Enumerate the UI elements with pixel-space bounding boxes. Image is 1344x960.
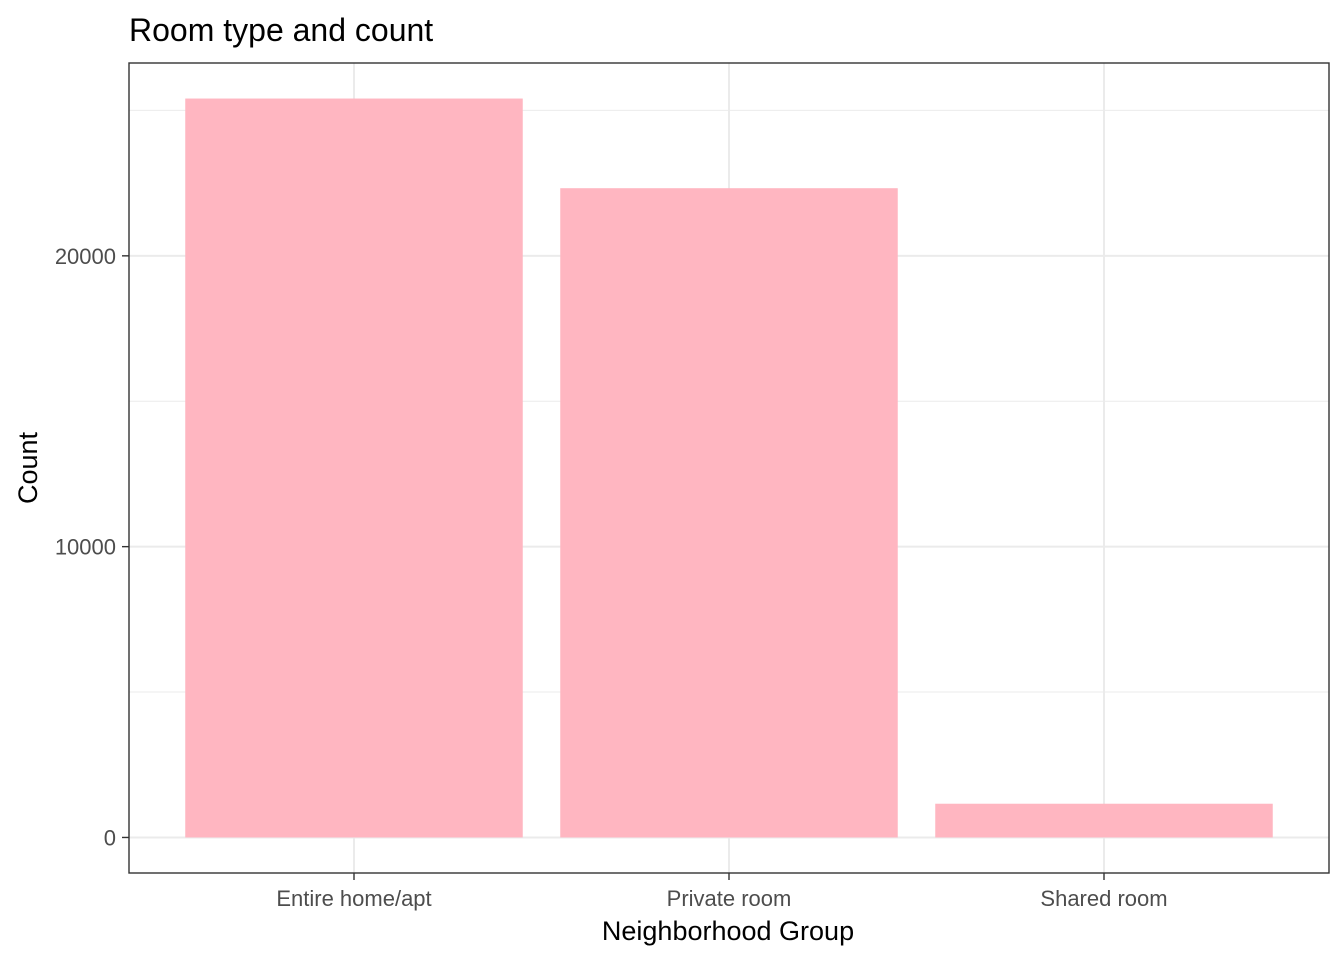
y-tick-label: 20000 [55,244,116,269]
y-axis: 0 10000 20000 [55,244,129,850]
x-axis: Entire home/apt Private room Shared room [276,873,1168,911]
bar-entire-home-apt [185,98,523,838]
y-axis-title: Count [13,431,43,504]
y-tick-label: 0 [104,825,116,850]
bar-private-room [560,188,898,838]
chart-title: Room type and count [129,12,433,48]
x-tick-label: Shared room [1040,886,1167,911]
y-tick-label: 10000 [55,535,116,560]
bars [185,98,1273,838]
x-tick-label: Entire home/apt [276,886,431,911]
bar-shared-room [935,803,1273,838]
x-tick-label: Private room [667,886,792,911]
x-axis-title: Neighborhood Group [602,916,854,946]
